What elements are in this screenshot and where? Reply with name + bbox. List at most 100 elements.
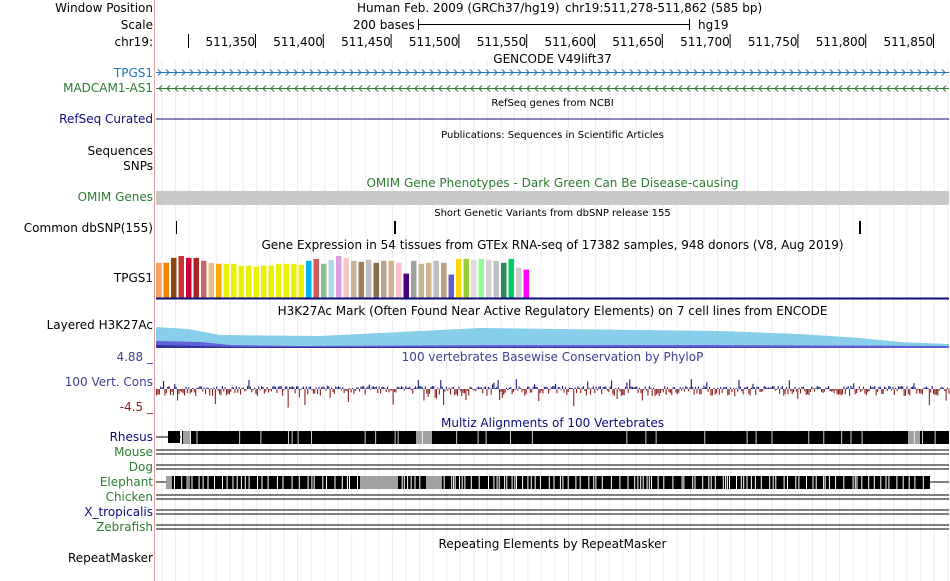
- alignment-mismatch: [681, 476, 683, 489]
- phylop-pos-bar: [682, 387, 684, 389]
- multiz-alignments[interactable]: [156, 431, 949, 530]
- gtex-tissue-bar: [328, 259, 334, 298]
- strand-chevron: [229, 69, 234, 76]
- gene-label-tpgs1[interactable]: TPGS1: [113, 66, 153, 80]
- species-label-zebrafish[interactable]: Zebrafish: [96, 520, 153, 534]
- phylop-neg-bar: [665, 389, 667, 395]
- strand-chevron: [373, 69, 378, 76]
- phylop-pos-bar: [275, 386, 277, 389]
- gene-label-madcam1-as1[interactable]: MADCAM1-AS1: [63, 81, 153, 95]
- phylop-neg-bar: [641, 389, 643, 401]
- strand-chevron: [838, 85, 843, 92]
- dbsnp-label[interactable]: Common dbSNP(155): [23, 221, 153, 235]
- phylop-signal[interactable]: [156, 379, 950, 408]
- phylop-neg-bar: [354, 389, 356, 391]
- strand-chevron: [509, 69, 514, 76]
- phylop-pos-bar: [605, 386, 607, 389]
- strand-chevron: [662, 85, 667, 92]
- gtex-tissue-bar: [193, 257, 199, 298]
- alignment-mismatch: [637, 476, 639, 489]
- alignment-mismatch: [511, 476, 513, 489]
- gtex-tissue-bar: [501, 262, 507, 298]
- phylop-neg-bar: [388, 389, 390, 393]
- phylop-neg-bar: [921, 389, 923, 395]
- publications-snps-label[interactable]: SNPs: [123, 159, 153, 173]
- phylop-pos-bar: [692, 386, 694, 389]
- phylop-pos-bar: [786, 387, 788, 389]
- refseq-label[interactable]: RefSeq Curated: [59, 112, 153, 126]
- phylop-pos-bar: [772, 386, 774, 389]
- alignment-mismatch: [750, 476, 752, 489]
- phylop-pos-bar: [301, 387, 303, 389]
- phylop-neg-bar: [637, 389, 639, 394]
- gencode-track[interactable]: [156, 69, 949, 92]
- gtex-bar-chart[interactable]: [156, 256, 529, 298]
- alignment-mismatch: [729, 476, 730, 489]
- publications-sequences-label[interactable]: Sequences: [87, 144, 153, 158]
- phylop-pos-bar: [773, 386, 775, 389]
- gtex-tissue-bar: [298, 264, 304, 298]
- phylop-pos-bar: [445, 386, 447, 389]
- phylop-pos-bar: [515, 379, 517, 389]
- phylop-label[interactable]: 100 Vert. Cons: [64, 375, 153, 389]
- alignment-mismatch: [207, 476, 209, 489]
- omim-label[interactable]: OMIM Genes: [77, 190, 153, 204]
- phylop-neg-bar: [856, 389, 858, 394]
- species-label-chicken[interactable]: Chicken: [105, 490, 153, 504]
- strand-chevron: [861, 69, 866, 76]
- strand-chevron: [525, 69, 530, 76]
- h3k27ac-title: H3K27Ac Mark (Often Found Near Active Re…: [277, 304, 828, 318]
- species-label-mouse[interactable]: Mouse: [114, 445, 153, 459]
- phylop-pos-bar: [290, 387, 292, 389]
- phylop-neg-bar: [669, 389, 671, 393]
- phylop-neg-bar: [693, 389, 695, 395]
- phylop-pos-bar: [532, 386, 534, 389]
- alignment-mismatch: [313, 476, 315, 489]
- phylop-pos-bar: [366, 387, 368, 389]
- phylop-neg-bar: [287, 389, 289, 408]
- alignment-mismatch: [841, 431, 843, 444]
- alignment-mismatch: [298, 476, 300, 489]
- phylop-pos-bar: [926, 386, 928, 389]
- phylop-pos-bar: [769, 387, 771, 389]
- omim-gene-bar[interactable]: [156, 191, 949, 205]
- strand-chevron: [278, 85, 283, 92]
- species-label-rhesus[interactable]: Rhesus: [109, 430, 153, 444]
- phylop-neg-bar: [513, 389, 515, 392]
- species-label-x-tropicalis[interactable]: X_tropicalis: [84, 505, 153, 519]
- phylop-neg-bar: [787, 389, 789, 395]
- phylop-neg-bar: [317, 389, 319, 395]
- dbsnp-track[interactable]: [176, 221, 861, 234]
- h3k27ac-signal[interactable]: [156, 327, 949, 348]
- ruler-tick-label: 511,450: [341, 35, 391, 49]
- gtex-tissue-bar: [388, 260, 394, 298]
- phylop-neg-bar: [840, 389, 842, 396]
- repeatmasker-label[interactable]: RepeatMasker: [67, 551, 153, 565]
- alignment-mismatch: [506, 476, 508, 489]
- alignment-mismatch: [755, 431, 757, 444]
- strand-chevron: [677, 69, 682, 76]
- phylop-pos-bar: [644, 386, 646, 389]
- strand-chevron: [485, 69, 490, 76]
- strand-chevron: [174, 85, 179, 92]
- strand-chevron: [765, 69, 770, 76]
- gtex-gene-label[interactable]: TPGS1: [113, 271, 153, 285]
- strand-chevron: [342, 85, 347, 92]
- h3k27ac-label[interactable]: Layered H3K27Ac: [46, 318, 153, 332]
- phylop-pos-bar: [338, 386, 340, 389]
- phylop-pos-bar: [242, 387, 244, 389]
- ruler-tick-label: 511,700: [680, 35, 730, 49]
- strand-chevron: [854, 85, 859, 92]
- alignment-mismatch: [504, 476, 506, 489]
- strand-chevron: [478, 85, 483, 92]
- strand-chevron: [565, 69, 570, 76]
- species-label-elephant[interactable]: Elephant: [99, 475, 153, 489]
- species-label-dog[interactable]: Dog: [128, 460, 153, 474]
- strand-chevron: [310, 85, 315, 92]
- phylop-pos-bar: [368, 384, 370, 389]
- phylop-neg-bar: [184, 389, 186, 396]
- phylop-pos-bar: [235, 386, 237, 389]
- phylop-pos-bar: [546, 387, 548, 389]
- strand-chevron: [182, 85, 187, 92]
- strand-chevron: [661, 69, 666, 76]
